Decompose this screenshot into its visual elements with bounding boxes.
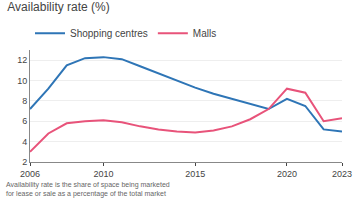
svg-text:8: 8: [22, 96, 27, 106]
svg-text:2023: 2023: [332, 169, 352, 179]
svg-text:2: 2: [22, 157, 27, 167]
svg-text:2020: 2020: [277, 169, 297, 179]
svg-text:6: 6: [22, 116, 27, 126]
svg-text:2015: 2015: [185, 169, 205, 179]
svg-text:4: 4: [22, 137, 27, 147]
svg-text:Malls: Malls: [193, 28, 216, 39]
svg-text:12: 12: [17, 55, 27, 65]
svg-text:2010: 2010: [93, 169, 113, 179]
svg-text:2006: 2006: [20, 169, 40, 179]
svg-text:Availability rate (%): Availability rate (%): [7, 0, 109, 14]
svg-text:Shopping centres: Shopping centres: [70, 28, 148, 39]
svg-text:Availability rate is the share: Availability rate is the share of space …: [6, 181, 170, 198]
svg-text:10: 10: [17, 76, 27, 86]
